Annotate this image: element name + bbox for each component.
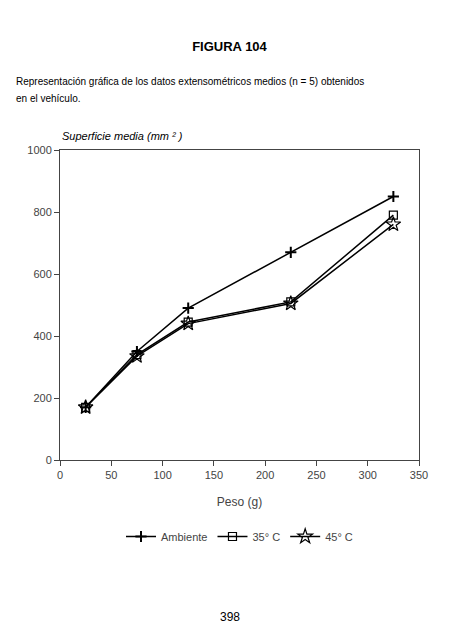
svg-text:Superficie media (mm ² ): Superficie media (mm ² ) (62, 130, 183, 142)
svg-text:1000: 1000 (27, 144, 51, 156)
svg-text:400: 400 (33, 330, 51, 342)
svg-text:600: 600 (33, 268, 51, 280)
svg-text:50: 50 (105, 469, 117, 481)
svg-text:35° C: 35° C (252, 531, 280, 543)
svg-text:200: 200 (33, 392, 51, 404)
svg-text:300: 300 (359, 469, 377, 481)
svg-text:100: 100 (153, 469, 171, 481)
svg-text:45° C: 45° C (325, 531, 353, 543)
svg-text:0: 0 (57, 469, 63, 481)
svg-text:Representación gráfica de los: Representación gráfica de los datos exte… (16, 76, 364, 87)
svg-text:250: 250 (307, 469, 325, 481)
svg-text:350: 350 (410, 469, 428, 481)
svg-text:FIGURA 104: FIGURA 104 (192, 39, 267, 54)
svg-text:200: 200 (256, 469, 274, 481)
svg-text:0: 0 (46, 454, 52, 466)
svg-text:398: 398 (220, 610, 240, 624)
svg-text:Peso (g): Peso (g) (217, 495, 262, 509)
svg-text:Ambiente: Ambiente (161, 531, 207, 543)
svg-text:150: 150 (205, 469, 223, 481)
svg-text:800: 800 (33, 206, 51, 218)
svg-text:en el vehículo.: en el vehículo. (16, 93, 81, 104)
